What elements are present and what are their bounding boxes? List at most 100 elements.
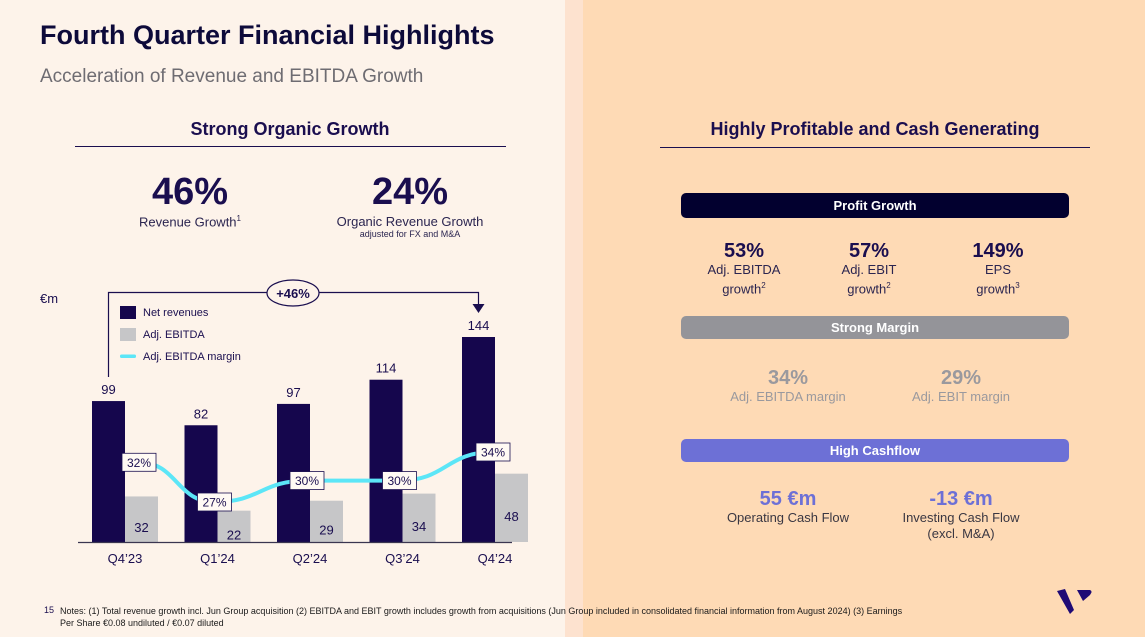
kpi-label-text: Revenue Growth xyxy=(138,214,237,230)
ebitda-bar xyxy=(125,496,158,542)
revenue-value-label: 114 xyxy=(376,361,397,376)
page-subtitle: Acceleration of Revenue and EBITDA Growt… xyxy=(40,66,424,87)
left-section-rule xyxy=(75,146,506,147)
ebitda-bar xyxy=(402,493,436,542)
revenue-bar xyxy=(369,379,403,542)
page-title: Fourth Quarter Financial Highlights xyxy=(40,20,495,50)
metric-value: 53% xyxy=(723,240,765,262)
margin-label-text: 32% xyxy=(127,456,151,470)
footnote-line-1: Notes: (1) Total revenue growth incl. Ju… xyxy=(60,606,903,616)
revenue-bar xyxy=(92,401,125,542)
metric-label-text: growth xyxy=(847,281,887,297)
growth-badge-label: +46% xyxy=(276,286,310,301)
metric-value: -13 €m xyxy=(929,488,993,510)
metric-label: Operating Cash Flow xyxy=(726,510,850,525)
margin-label-text: 30% xyxy=(295,474,319,488)
x-tick-label: Q4’23 xyxy=(108,551,143,566)
margin-label-box xyxy=(289,471,325,490)
growth-badge xyxy=(266,279,320,307)
arrow-down-icon xyxy=(472,304,485,313)
background-band-mid xyxy=(565,0,583,637)
margin-label-text: 34% xyxy=(481,446,505,460)
metric-label: Adj. EBIT xyxy=(841,262,897,277)
revenue-bar xyxy=(184,425,218,542)
profit-growth-header: Profit Growth xyxy=(681,193,1069,218)
metric-value: 55 €m xyxy=(759,488,817,510)
footnotes: Notes: (1) Total revenue growth incl. Ju… xyxy=(60,605,1020,629)
revenue-value-label: 144 xyxy=(468,318,490,333)
revenue-value-label: 97 xyxy=(286,385,300,400)
revenue-value-label: 99 xyxy=(101,382,115,397)
margin-label-text: 27% xyxy=(202,496,226,510)
kpi-label: Revenue Growth1 xyxy=(110,214,270,229)
margin-label-box xyxy=(121,452,157,472)
metric-value: 29% xyxy=(940,367,982,389)
x-tick-label: Q2’24 xyxy=(293,551,328,566)
metric-label: Adj. EBIT margin xyxy=(911,389,1011,404)
kpi-value: 24% xyxy=(371,171,449,213)
ebitda-value-label: 22 xyxy=(227,527,241,542)
legend-item: Adj. EBITDA margin xyxy=(120,351,241,363)
ebitda-value-label: 48 xyxy=(504,509,518,524)
x-tick-label: Q4’24 xyxy=(478,551,513,566)
ebitda-value-label: 34 xyxy=(412,519,426,534)
kpi-label: Organic Revenue Growth xyxy=(336,214,484,229)
page-number: 15 xyxy=(44,605,55,615)
metric-ebit-margin: 29% Adj. EBIT margin xyxy=(861,367,1061,405)
margin-data-label: 32% xyxy=(121,452,157,472)
metric-label: EPS xyxy=(984,262,1011,277)
x-tick-label: Q3’24 xyxy=(385,551,420,566)
margin-line-group: 32% 27% 30% 30% 34% xyxy=(121,442,511,512)
metric-ebitda-growth: 53% Adj. EBITDA growth2 xyxy=(644,240,844,297)
margin-label-box xyxy=(475,442,511,462)
footnote-ref: 1 xyxy=(236,214,241,223)
right-section-rule xyxy=(660,147,1090,148)
metric-eps-growth: 149% EPS growth3 xyxy=(898,240,1098,297)
legend-label: Adj. EBITDA xyxy=(143,329,205,341)
revenue-ebitda-chart: €m +46% Net revenues Adj. EBITDA Adj. EBIT… xyxy=(40,279,528,566)
kpi-revenue-growth: 46% Revenue Growth1 xyxy=(110,172,270,229)
x-tick-labels: Q4’23 Q1’24 Q2’24 Q3’24 Q4’24 xyxy=(108,551,513,566)
unit-label: €m xyxy=(40,291,58,306)
legend-swatch xyxy=(120,354,136,358)
bars-group: 99 32 82 22 97 29 114 34 144 48 xyxy=(92,318,528,542)
right-section-title: Highly Profitable and Cash Generating xyxy=(710,119,1040,139)
legend-item: Net revenues xyxy=(120,306,209,319)
metric-value: 57% xyxy=(848,240,890,262)
margin-label-box xyxy=(382,471,417,490)
margin-data-label: 30% xyxy=(289,471,325,490)
legend-swatch xyxy=(120,328,136,341)
strong-margin-header: Strong Margin xyxy=(681,316,1069,339)
metric-label-text: growth xyxy=(722,281,762,297)
metric-value: 149% xyxy=(972,240,1024,262)
metric-label-2: growth2 xyxy=(644,278,844,297)
metric-value: 34% xyxy=(767,367,809,389)
footnote-ref: 3 xyxy=(1015,281,1020,290)
metric-operating-cashflow: 55 €m Operating Cash Flow xyxy=(688,488,888,526)
margin-data-label: 30% xyxy=(382,471,417,490)
footnote-ref: 2 xyxy=(761,281,766,290)
revenue-bar xyxy=(462,337,495,542)
high-cashflow-header: High Cashflow xyxy=(681,439,1069,462)
legend-label: Adj. EBITDA margin xyxy=(143,351,241,363)
ebitda-bar xyxy=(217,510,251,542)
metric-label: Adj. EBITDA xyxy=(707,262,781,277)
metric-label-text: growth xyxy=(976,281,1016,297)
metric-label: Adj. EBITDA margin xyxy=(730,389,846,404)
brand-v-logo-icon xyxy=(1057,589,1092,614)
metric-ebitda-margin: 34% Adj. EBITDA margin xyxy=(688,367,888,405)
left-section-title: Strong Organic Growth xyxy=(190,119,390,139)
ebitda-value-label: 29 xyxy=(319,522,333,537)
metric-investing-cashflow: -13 €m Investing Cash Flow (excl. M&A) xyxy=(861,488,1061,542)
metric-ebit-growth: 57% Adj. EBIT growth2 xyxy=(769,240,969,297)
margin-data-label: 34% xyxy=(475,442,511,462)
footnote-line-2: Per Share €0.08 undiluted / €0.07 dilute… xyxy=(60,618,224,628)
footnote-ref: 2 xyxy=(886,281,891,290)
ebitda-bar xyxy=(310,500,343,542)
legend-swatch xyxy=(120,306,136,319)
metric-label-2: growth3 xyxy=(898,278,1098,297)
kpi-sublabel: adjusted for FX and M&A xyxy=(359,229,461,239)
revenue-value-label: 82 xyxy=(194,406,208,421)
x-tick-label: Q1’24 xyxy=(200,551,235,566)
margin-label-text: 30% xyxy=(387,474,411,488)
